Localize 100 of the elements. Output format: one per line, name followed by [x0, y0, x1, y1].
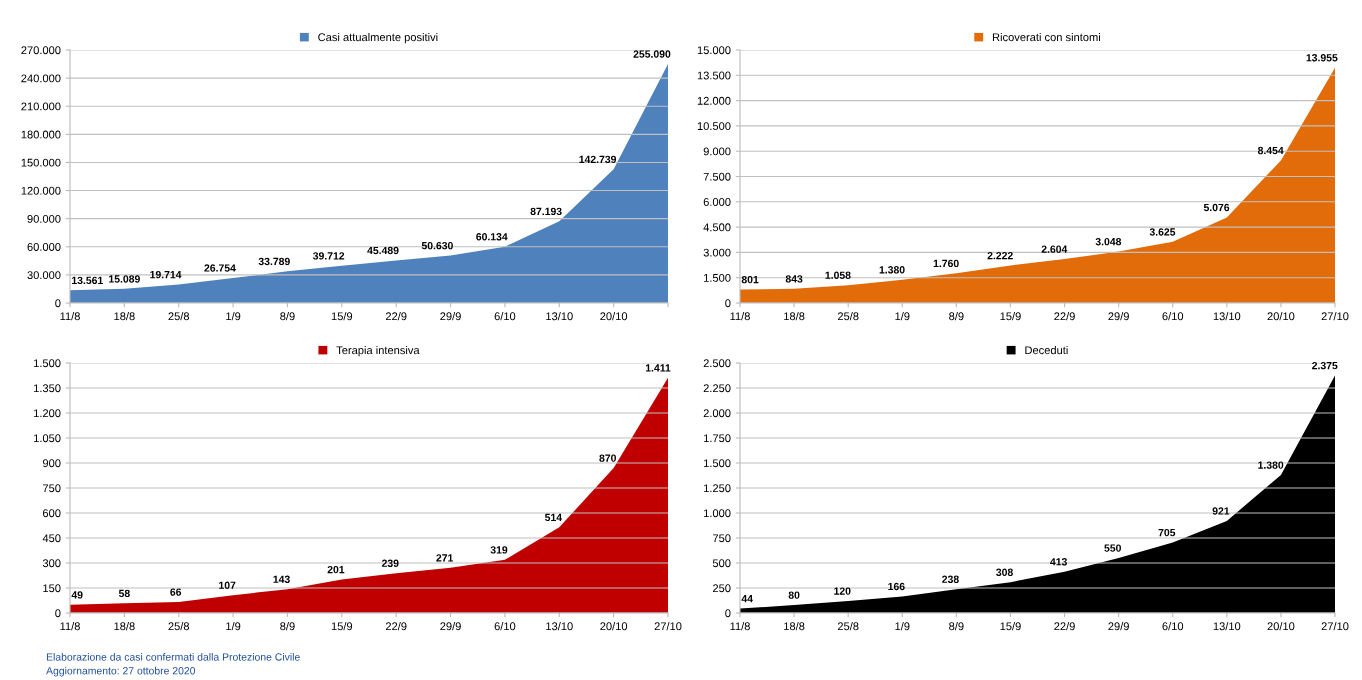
y-tick-label: 750 [713, 534, 731, 543]
data-label: 238 [942, 575, 959, 583]
y-tick-label: 15.000 [697, 46, 731, 55]
x-tick-label: 29/9 [440, 312, 461, 321]
data-label: 705 [1158, 528, 1176, 537]
y-tick-label: 2.000 [703, 409, 731, 418]
x-tick-label: 13/10 [1213, 622, 1241, 631]
data-label: 2.375 [1312, 361, 1338, 370]
x-tick-label: 1/9 [226, 622, 241, 631]
text: Aggiornamento: 27 ottobre 2020 [46, 666, 196, 677]
y-tick-label: 180.000 [21, 130, 61, 139]
data-label: 843 [785, 275, 803, 283]
data-label: 45.489 [367, 246, 399, 255]
y-tick-label: 240.000 [21, 74, 61, 83]
y-tick-label: 1.500 [704, 459, 731, 468]
data-label: 143 [273, 575, 290, 583]
data-label: 550 [1104, 544, 1121, 552]
data-label: 87.193 [530, 207, 562, 216]
x-tick-label: 25/8 [168, 622, 190, 631]
data-label: 8.454 [1257, 146, 1284, 155]
x-tick-label: 13/10 [546, 622, 573, 631]
x-tick-label: 11/8 [60, 312, 80, 321]
data-label: 255.090 [633, 50, 671, 58]
text: Elaborazione da casi confermati dalla Protezione Civile [46, 653, 300, 661]
y-tick-label: 60.000 [27, 243, 61, 251]
y-tick-label: 500 [712, 559, 731, 568]
data-label: 120 [834, 587, 851, 595]
data-label: 66 [170, 588, 182, 596]
x-tick-label: 8/9 [280, 622, 295, 631]
y-tick-label: 120.000 [21, 186, 61, 195]
data-label: 80 [788, 591, 800, 599]
y-tick-label: 1.350 [34, 384, 61, 393]
x-tick-label: 1/9 [895, 622, 910, 631]
legend-label: Casi attualmente positivi [318, 32, 438, 44]
data-label: 921 [1212, 507, 1230, 515]
y-tick-label: 10.500 [697, 122, 731, 131]
x-tick-label: 6/10 [1162, 312, 1184, 321]
x-tick-label: 20/10 [1267, 622, 1295, 631]
y-tick-label: 150 [43, 584, 61, 593]
y-tick-label: 2.500 [703, 359, 731, 368]
data-label: 107 [219, 581, 236, 589]
data-label: 271 [436, 554, 454, 562]
y-tick-label: 1.750 [704, 434, 731, 443]
y-tick-label: 7.500 [703, 172, 731, 181]
data-label: 19.714 [150, 270, 182, 279]
data-label: 308 [996, 568, 1013, 576]
y-tick-label: 13.500 [697, 71, 731, 80]
data-label: 13.955 [1306, 54, 1338, 62]
y-tick-label: 210.000 [21, 102, 61, 111]
x-tick-label: 22/9 [1054, 622, 1075, 631]
x-tick-label: 15/9 [1000, 622, 1021, 631]
data-label: 201 [327, 565, 345, 574]
data-label: 1.760 [933, 259, 959, 268]
x-tick-label: 6/10 [494, 312, 516, 321]
x-tick-label: 11/8 [730, 312, 750, 321]
data-label: 39.712 [312, 252, 345, 260]
y-tick-label: 30.000 [27, 271, 61, 280]
data-label: 3.625 [1149, 228, 1176, 236]
data-label: 239 [381, 559, 399, 567]
x-tick-label: 27/10 [1321, 622, 1349, 631]
x-tick-label: 20/10 [600, 622, 628, 631]
data-label: 2.604 [1041, 245, 1068, 253]
y-tick-label: 90.000 [27, 214, 61, 223]
y-tick-label: 1.500 [704, 273, 731, 282]
data-label: 514 [544, 513, 562, 522]
x-tick-label: 22/9 [385, 312, 407, 321]
x-tick-label: 11/8 [60, 622, 80, 631]
x-tick-label: 13/10 [546, 312, 573, 321]
x-tick-label: 20/10 [1267, 312, 1295, 321]
y-tick-label: 3.000 [703, 248, 731, 257]
x-tick-label: 25/8 [837, 622, 859, 631]
x-tick-label: 27/10 [654, 622, 682, 631]
x-tick-label: 20/10 [600, 312, 628, 321]
data-label: 60.134 [476, 233, 508, 241]
data-label: 413 [1050, 558, 1067, 566]
data-label: 1.058 [825, 271, 851, 279]
y-tick-label: 9.000 [703, 147, 731, 156]
legend-label: Deceduti [1025, 345, 1068, 355]
y-tick-label: 250 [712, 584, 731, 593]
x-tick-label: 13/10 [1213, 312, 1241, 321]
y-tick-label: 150.000 [21, 158, 61, 167]
x-tick-label: 11/8 [730, 622, 750, 631]
data-label: 26.754 [204, 264, 236, 272]
y-tick-label: 1.500 [34, 359, 61, 368]
x-tick-label: 29/9 [1108, 622, 1129, 631]
y-tick-label: 1.050 [34, 434, 61, 443]
data-label: 870 [599, 454, 616, 462]
y-tick-label: 0 [55, 299, 61, 308]
x-tick-label: 25/8 [168, 312, 190, 321]
data-label: 50.630 [421, 241, 453, 250]
y-tick-label: 0 [55, 609, 61, 618]
x-tick-label: 1/9 [226, 312, 241, 321]
x-tick-label: 8/9 [280, 312, 295, 321]
data-label: 13.561 [72, 276, 103, 285]
legend-label: Ricoverati con sintomi [992, 32, 1100, 42]
data-label: 1.380 [1258, 461, 1284, 469]
x-tick-label: 22/9 [385, 622, 407, 631]
x-tick-label: 6/10 [494, 622, 516, 631]
y-tick-label: 1.000 [704, 509, 731, 518]
data-label: 142.739 [579, 155, 617, 164]
